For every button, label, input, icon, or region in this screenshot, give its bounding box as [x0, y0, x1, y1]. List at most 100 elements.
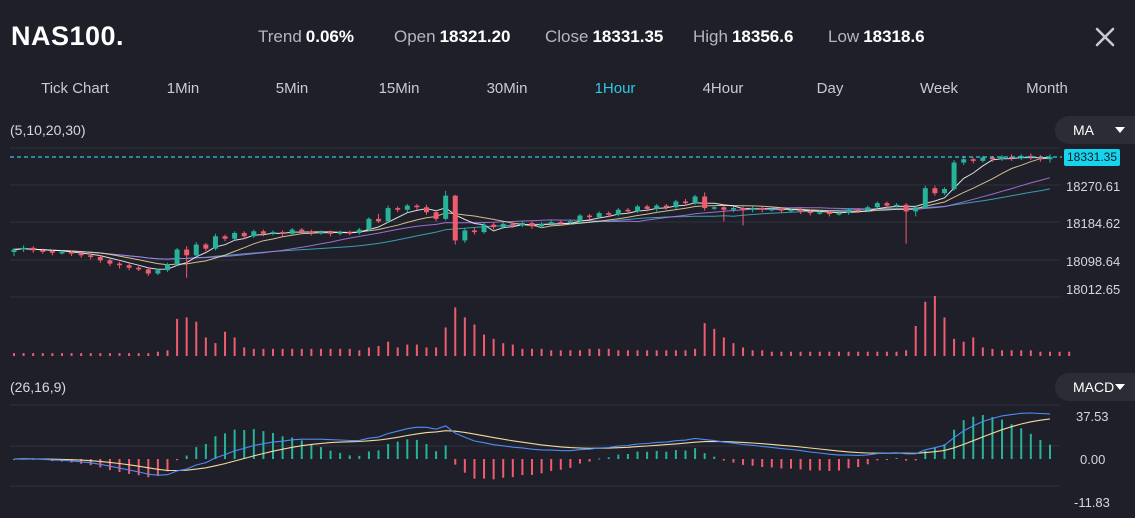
macd-histogram-bar: [665, 451, 668, 459]
candle-body: [519, 223, 525, 226]
volume-bar: [626, 350, 629, 356]
volume-bar: [818, 351, 821, 356]
volume-bar: [780, 351, 783, 356]
volume-bar: [1020, 350, 1023, 356]
macd-histogram-bar: [837, 459, 840, 471]
macd-histogram-bar: [933, 447, 936, 459]
macd-histogram-bar: [751, 459, 754, 466]
volume-bar: [444, 327, 447, 356]
volume-bar: [224, 331, 227, 356]
candle-body: [289, 229, 295, 234]
candle-body: [21, 247, 27, 250]
candle-body: [750, 208, 756, 210]
volume-bar: [655, 350, 658, 356]
macd-histogram-bar: [128, 459, 131, 474]
volume-bar: [598, 348, 601, 356]
macd-histogram-bar: [339, 452, 342, 459]
ma5-line: [13, 157, 1050, 270]
candle-body: [318, 232, 324, 234]
candle-body: [846, 209, 852, 214]
macd-histogram-bar: [885, 459, 888, 460]
candle-body: [337, 232, 343, 234]
macd-histogram-bar: [713, 456, 716, 459]
macd-histogram-bar: [367, 451, 370, 459]
volume-bar: [1010, 350, 1013, 356]
tab-tick-chart[interactable]: Tick Chart: [41, 80, 109, 97]
macd-histogram-bar: [818, 459, 821, 471]
candle-body: [462, 230, 468, 241]
candle-body: [260, 231, 266, 234]
ma-dropdown[interactable]: MA: [1055, 116, 1135, 144]
low-value: 18318.6: [863, 27, 925, 46]
candle-body: [471, 230, 477, 233]
tab-15min[interactable]: 15Min: [378, 80, 420, 97]
candle-body: [778, 208, 784, 211]
macd-histogram-bar: [300, 440, 303, 459]
volume-bar: [636, 350, 639, 356]
tab-1hour[interactable]: 1Hour: [594, 80, 636, 97]
volume-bar: [1029, 350, 1032, 356]
candle-body: [721, 207, 727, 210]
macd-histogram-bar: [406, 439, 409, 459]
macd-histogram-bar: [252, 429, 255, 459]
tab-5min[interactable]: 5Min: [275, 80, 309, 97]
volume-bar: [665, 350, 668, 356]
price-axis-label: 18012.65: [1066, 282, 1121, 297]
macd-histogram-bar: [387, 443, 390, 459]
macd-histogram-bar: [569, 459, 572, 468]
macd-histogram-bar: [847, 459, 850, 469]
candle-body: [126, 265, 132, 268]
price-chart[interactable]: [0, 110, 1135, 518]
candle-body: [884, 203, 890, 206]
candle-body: [999, 156, 1005, 160]
volume-bar: [310, 348, 313, 356]
close-icon[interactable]: [1092, 24, 1118, 50]
volume-bar: [348, 348, 351, 356]
volume-bar: [463, 317, 466, 356]
candle-body: [1037, 157, 1043, 160]
candle-body: [117, 263, 123, 266]
macd-histogram-bar: [598, 458, 601, 460]
candle-body: [49, 251, 55, 253]
macd-histogram-bar: [310, 444, 313, 459]
volume-bar: [732, 343, 735, 356]
volume-bar: [1001, 350, 1004, 356]
ma-dropdown-label: MA: [1073, 122, 1094, 138]
close-value: 18331.35: [592, 27, 664, 46]
candle-body: [922, 188, 928, 208]
tab-month[interactable]: Month: [1026, 80, 1068, 97]
high-stat: High 18356.6: [693, 27, 793, 47]
macd-histogram-bar: [1039, 440, 1042, 459]
tab-day[interactable]: Day: [816, 80, 844, 97]
candle-body: [635, 206, 641, 212]
tab-week[interactable]: Week: [919, 80, 959, 97]
volume-bar: [51, 353, 54, 356]
macd-histogram-bar: [329, 450, 332, 459]
price-axis-label: 18184.62: [1066, 216, 1121, 231]
macd-histogram-bar: [809, 459, 812, 471]
volume-bar: [118, 353, 121, 356]
volume-bar: [147, 353, 150, 356]
volume-bar: [243, 347, 246, 356]
macd-axis-label: -11.83: [1074, 495, 1110, 510]
candle-body: [529, 223, 535, 227]
volume-bar: [166, 350, 169, 356]
tab-4hour[interactable]: 4Hour: [702, 80, 744, 97]
candle-body: [308, 231, 314, 233]
volume-bar: [32, 353, 35, 356]
candle-body: [385, 208, 391, 222]
candle-body: [577, 215, 583, 222]
candle-body: [932, 188, 938, 194]
macd-params: (26,16,9): [10, 379, 67, 395]
macd-histogram-bar: [166, 459, 169, 472]
macd-histogram-bar: [828, 459, 831, 471]
macd-histogram-bar: [1049, 444, 1051, 459]
tab-1min[interactable]: 1Min: [166, 80, 200, 97]
macd-dropdown[interactable]: MACD: [1055, 373, 1135, 401]
volume-bar: [972, 337, 975, 356]
tab-30min[interactable]: 30Min: [486, 80, 528, 97]
candle-body: [251, 231, 257, 237]
macd-axis-label: 0.00: [1080, 452, 1106, 467]
macd-histogram-bar: [108, 459, 111, 471]
macd-histogram-bar: [1020, 428, 1023, 459]
